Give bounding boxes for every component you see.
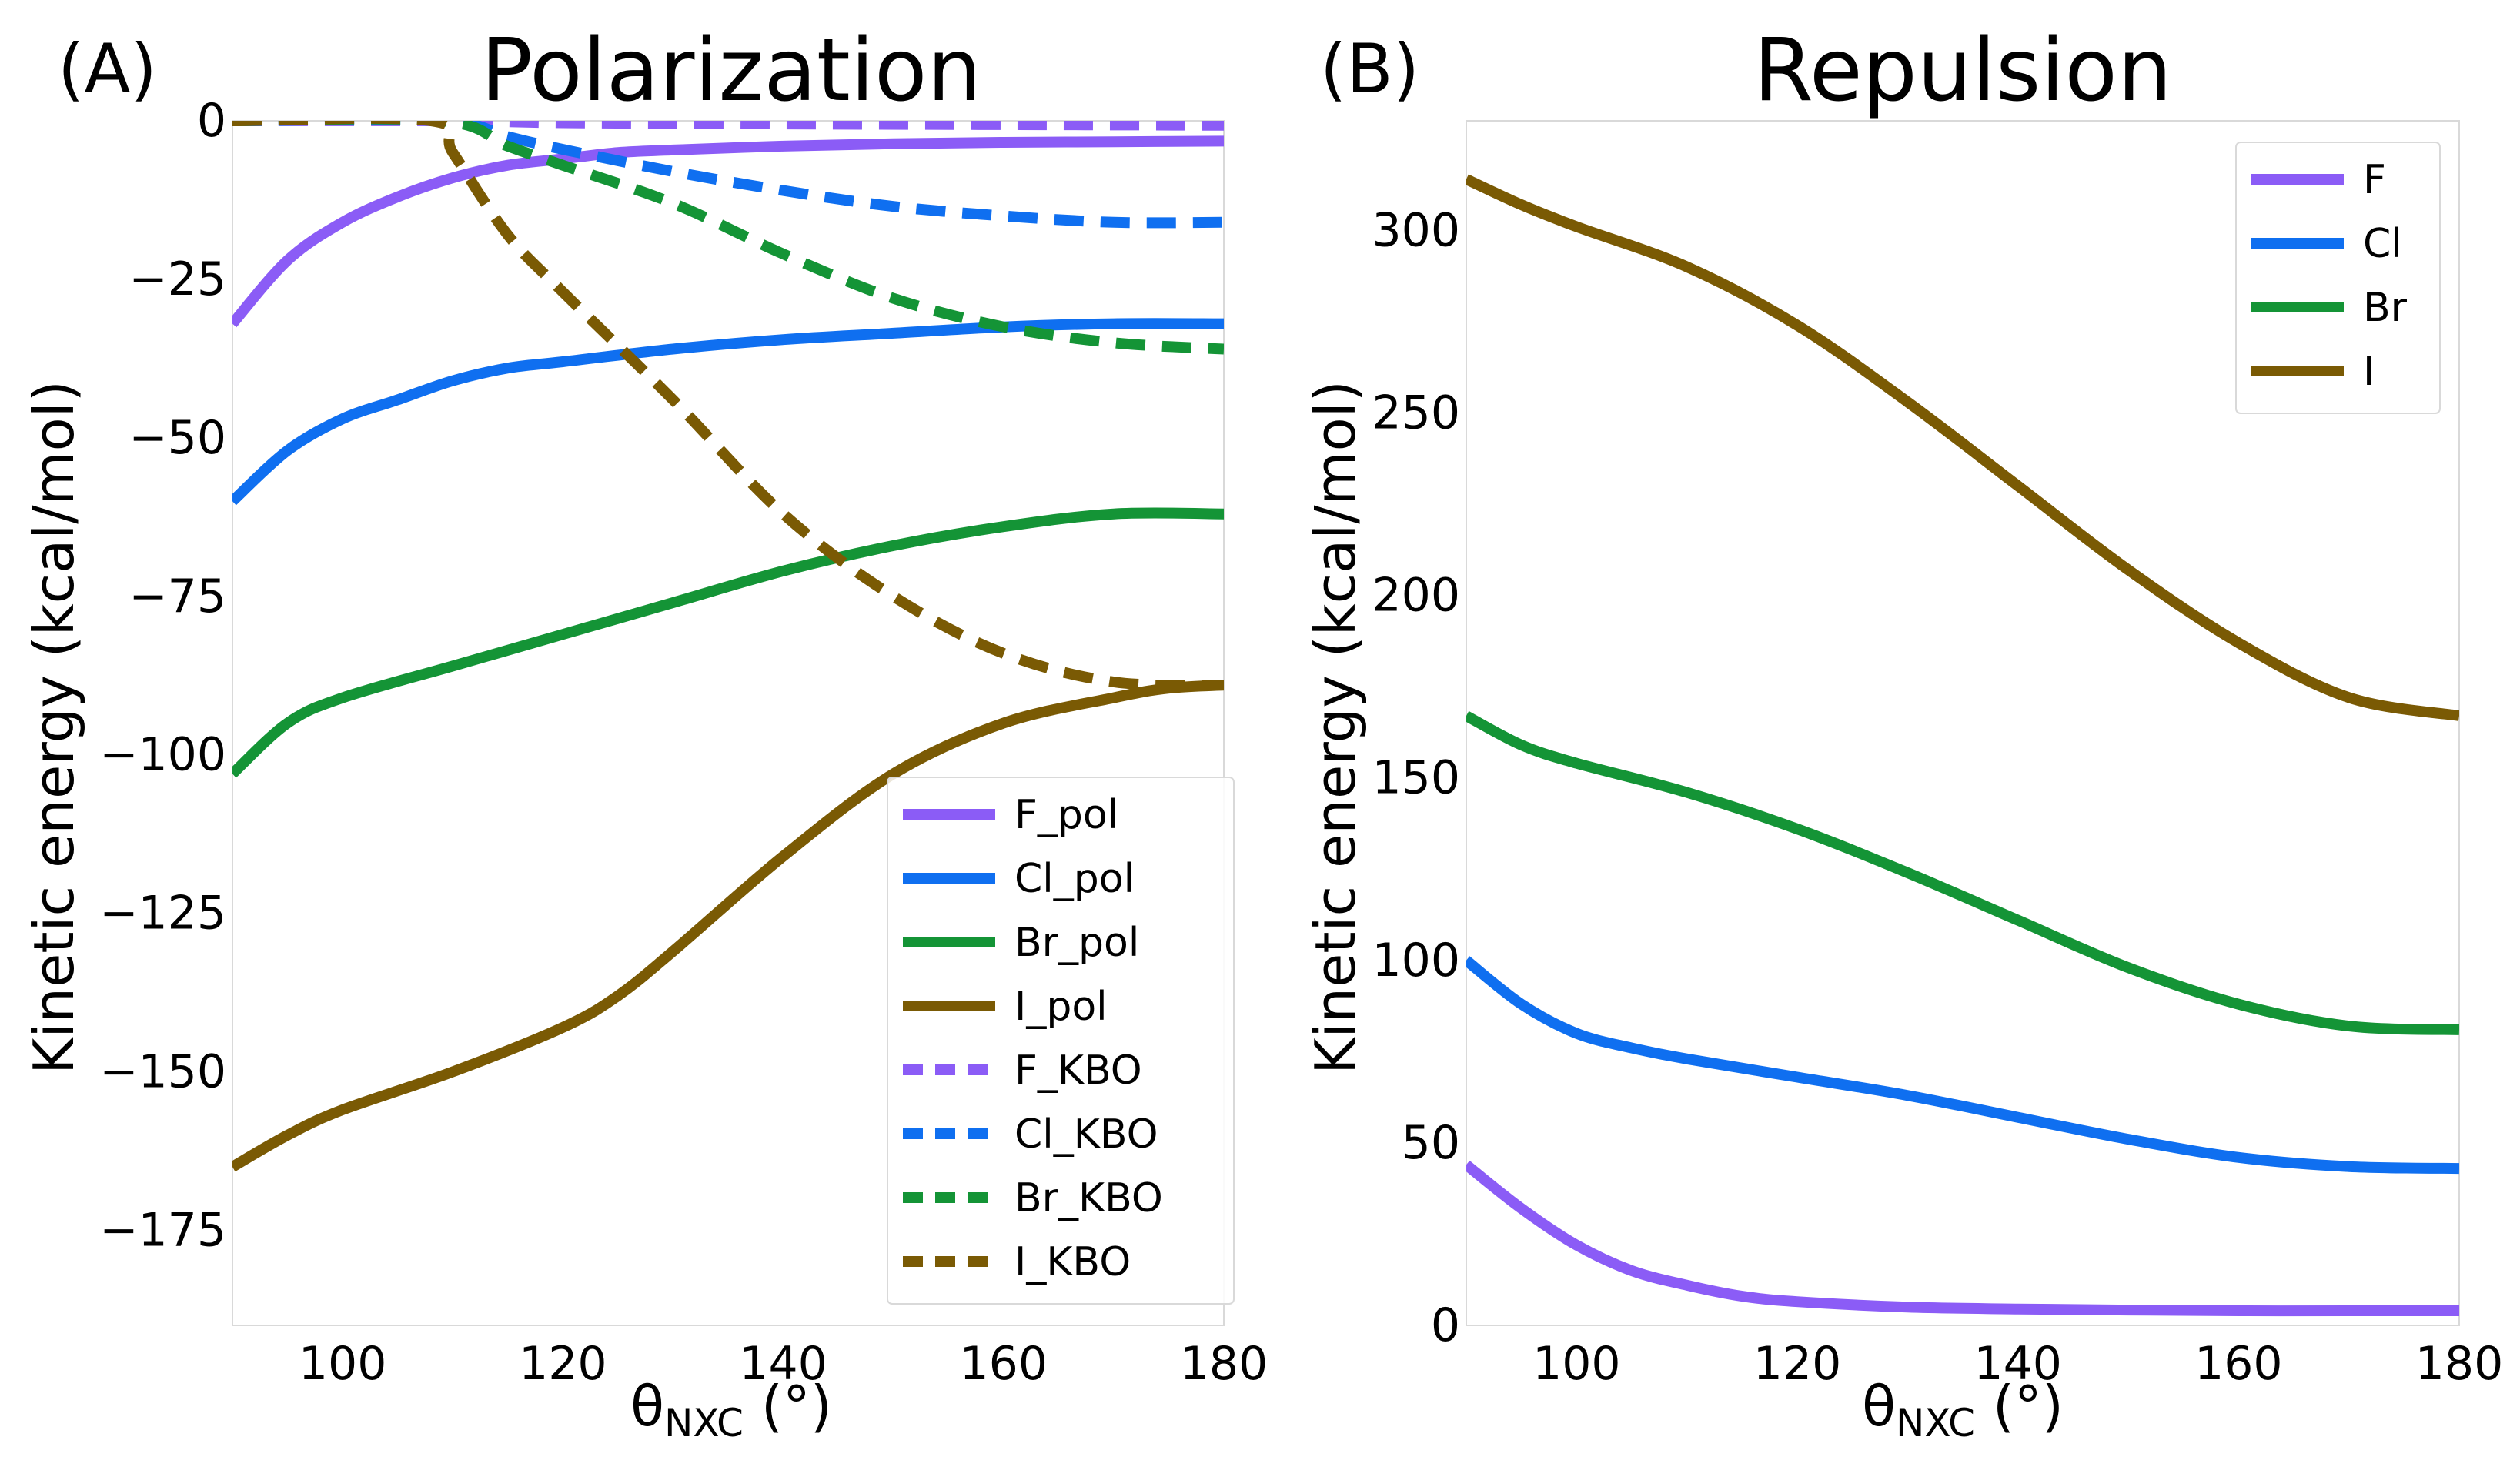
legend-repulsion: F Cl Br I (2235, 142, 2441, 414)
x-tick-label: 100 (1532, 1337, 1621, 1391)
legend-entry-label: I_pol (1014, 984, 1108, 1030)
y-tick-label: −25 (129, 252, 226, 306)
x-tick-label: 160 (2194, 1337, 2283, 1391)
y-tick-label: −75 (129, 570, 226, 623)
y-tick-label: 200 (1372, 569, 1460, 623)
legend-entry-label: Br (2363, 285, 2408, 331)
y-tick-label: 0 (197, 94, 226, 148)
series-line-i-kbo (232, 121, 1224, 691)
y-axis-label-repulsion: Kinetic energy (kcal/mol) (1303, 380, 1368, 1074)
y-tick-label: 0 (1431, 1298, 1460, 1352)
y-tick-label: 50 (1402, 1116, 1460, 1170)
series-line-cl-pol (232, 318, 1224, 506)
plot-frame (232, 120, 1225, 1326)
legend-entry-label: Br_pol (1014, 920, 1139, 966)
legend-entry-label: Cl_pol (1014, 856, 1135, 902)
legend-polarization: F_pol Cl_pol Br_pol I_pol F_KBO Cl_KBO Br_KBO I… (887, 777, 1235, 1305)
y-axis-label-polarization: Kinetic energy (kcal/mol) (22, 380, 86, 1074)
x-tick-label: 160 (960, 1337, 1048, 1391)
legend-entry-label: F_KBO (1014, 1048, 1142, 1094)
legend-entry-label: F (2363, 157, 2386, 203)
x-axis-symbol: θ (630, 1374, 664, 1439)
x-axis-label-polarization: θNXC (°) (630, 1374, 832, 1445)
chart-title-polarization: Polarization (481, 21, 982, 121)
series-line-f-kbo (232, 121, 1224, 131)
plot-area-repulsion: 100 120 140 160 180 0 50 100 150 200 250 300 (1372, 120, 2504, 1391)
x-axis-unit: (°) (744, 1374, 832, 1439)
plot-area-polarization: 100 120 140 160 180 0 −25 −50 −75 −100 −125 −150 −17… (99, 94, 1268, 1391)
y-tick-label: −175 (99, 1203, 226, 1257)
x-tick-label: 140 (1974, 1337, 2062, 1391)
x-axis-label-repulsion: θNXC (°) (1862, 1374, 2064, 1445)
y-tick-label: −125 (99, 887, 226, 941)
x-tick-label: 100 (299, 1337, 387, 1391)
series-line-i-pol (232, 680, 1224, 1172)
series-line-br (1466, 710, 2459, 1035)
series-line-br-pol (232, 507, 1224, 778)
legend-entry-label: I_KBO (1014, 1239, 1131, 1285)
series-line-f (1466, 1160, 2459, 1317)
chart-title-repulsion: Repulsion (1753, 21, 2172, 121)
series-line-i (1466, 174, 2459, 721)
panel-label-a: (A) (58, 29, 157, 109)
x-axis-unit: (°) (1975, 1374, 2064, 1439)
legend-entry-label: I (2363, 349, 2375, 395)
x-axis-subscript: NXC (664, 1401, 744, 1445)
y-tick-label: 300 (1372, 203, 1460, 257)
legend-box (887, 777, 1235, 1305)
x-tick-label: 120 (519, 1337, 607, 1391)
series-line-f-pol (232, 135, 1224, 328)
x-axis-subscript: NXC (1896, 1401, 1975, 1445)
series-line-br-kbo (232, 121, 1224, 355)
x-tick-label: 140 (739, 1337, 827, 1391)
panel-polarization: (A) Polarization Kinetic energy (kcal/mo… (22, 21, 1268, 1445)
x-tick-label: 180 (1180, 1337, 1268, 1391)
y-tick-label: 100 (1372, 934, 1460, 987)
series-line-cl (1466, 956, 2459, 1175)
legend-box (2235, 142, 2441, 414)
legend-entry-label: Cl_KBO (1014, 1111, 1158, 1158)
panel-label-b: (B) (1320, 29, 1419, 109)
legend-entry-label: Cl (2363, 221, 2402, 267)
x-tick-label: 180 (2415, 1337, 2504, 1391)
legend-entry-label: F_pol (1014, 792, 1118, 838)
panel-repulsion: (B) Repulsion Kinetic energy (kcal/mol) … (1303, 21, 2503, 1445)
y-tick-label: −150 (99, 1045, 226, 1099)
legend-entry-label: Br_KBO (1014, 1175, 1163, 1221)
plot-frame (1466, 120, 2460, 1326)
y-tick-label: 250 (1372, 386, 1460, 439)
y-tick-label: 150 (1372, 751, 1460, 805)
y-tick-label: −100 (99, 728, 226, 782)
y-tick-label: −50 (129, 411, 226, 465)
x-axis-symbol: θ (1862, 1374, 1896, 1439)
x-tick-label: 120 (1753, 1337, 1842, 1391)
